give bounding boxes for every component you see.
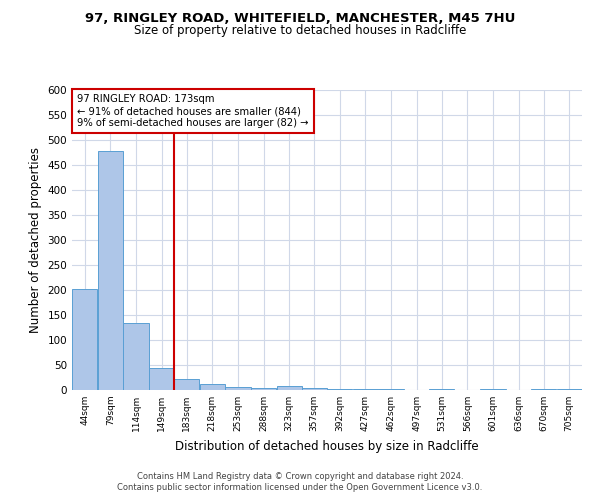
- Bar: [327, 388, 352, 390]
- Bar: [251, 388, 276, 390]
- Bar: [124, 322, 149, 390]
- Bar: [277, 386, 302, 390]
- Bar: [302, 388, 327, 390]
- Bar: [379, 388, 404, 390]
- Bar: [353, 388, 378, 390]
- Bar: [200, 384, 225, 390]
- Bar: [98, 151, 123, 390]
- Bar: [226, 387, 251, 390]
- Y-axis label: Number of detached properties: Number of detached properties: [29, 147, 42, 333]
- Bar: [557, 388, 582, 390]
- Text: 97, RINGLEY ROAD, WHITEFIELD, MANCHESTER, M45 7HU: 97, RINGLEY ROAD, WHITEFIELD, MANCHESTER…: [85, 12, 515, 26]
- Text: Size of property relative to detached houses in Radcliffe: Size of property relative to detached ho…: [134, 24, 466, 37]
- Bar: [72, 288, 97, 390]
- Bar: [531, 388, 556, 390]
- Bar: [429, 388, 454, 390]
- X-axis label: Distribution of detached houses by size in Radcliffe: Distribution of detached houses by size …: [175, 440, 479, 452]
- Text: 97 RINGLEY ROAD: 173sqm
← 91% of detached houses are smaller (844)
9% of semi-de: 97 RINGLEY ROAD: 173sqm ← 91% of detache…: [77, 94, 308, 128]
- Bar: [149, 368, 175, 390]
- Bar: [481, 388, 506, 390]
- Bar: [174, 378, 199, 390]
- Text: Contains HM Land Registry data © Crown copyright and database right 2024.
Contai: Contains HM Land Registry data © Crown c…: [118, 472, 482, 492]
